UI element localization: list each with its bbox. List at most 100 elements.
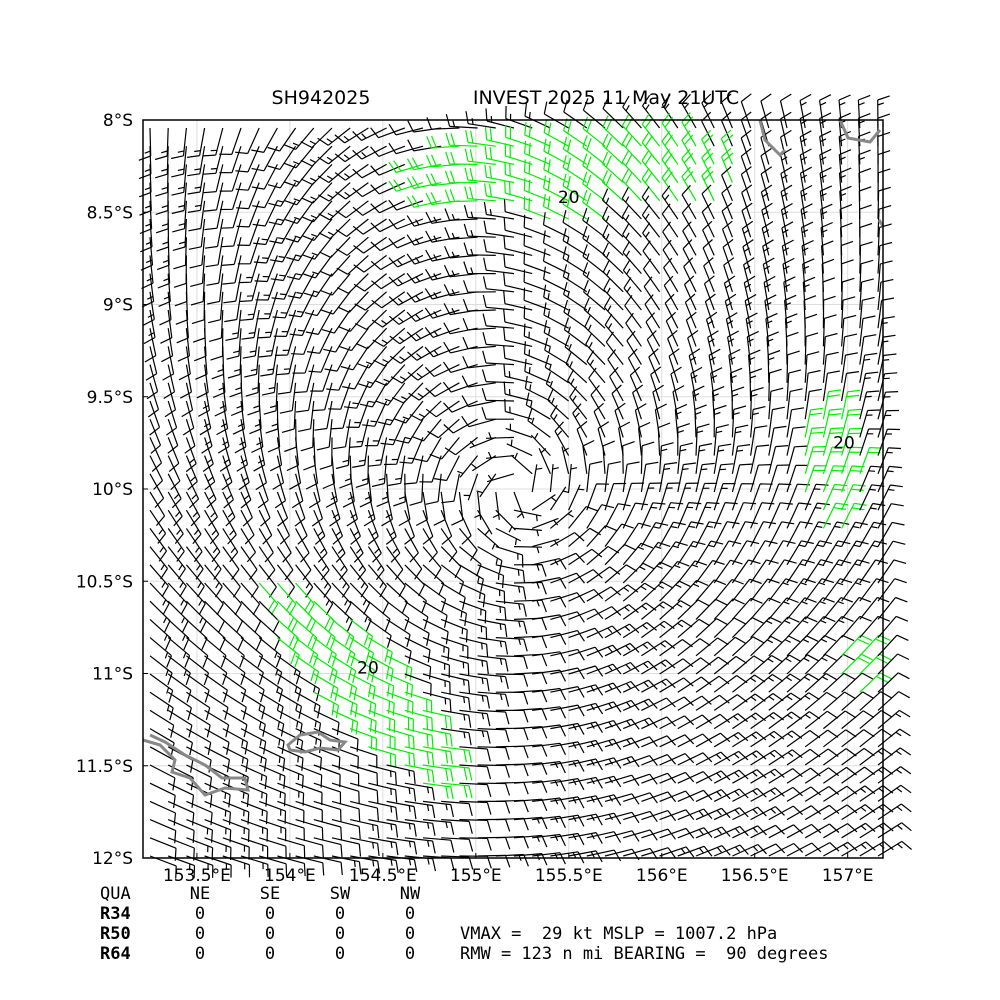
wind-barb: [422, 509, 434, 545]
wind-barb: [584, 315, 606, 347]
table-cell: 0: [335, 944, 345, 964]
wind-barb: [641, 697, 676, 711]
wind-barb: [390, 364, 424, 384]
wind-barb: [404, 691, 433, 714]
wind-barb: [819, 112, 832, 147]
wind-barb: [800, 184, 813, 220]
wind-barb: [314, 400, 333, 431]
wind-barb: [768, 692, 802, 711]
wind-barb: [523, 214, 551, 238]
wind-barb: [331, 837, 362, 857]
wind-barb: [661, 94, 679, 129]
wind-barb: [422, 564, 445, 596]
wind-barb: [819, 94, 832, 129]
wind-barb: [713, 636, 747, 657]
wind-barb: [281, 400, 297, 433]
wind-barb: [219, 127, 242, 155]
wind-barb: [380, 418, 406, 446]
wind-barb: [260, 346, 278, 377]
wind-barb: [477, 509, 493, 536]
wind-barb: [622, 679, 658, 693]
wind-barb: [440, 618, 468, 643]
wind-barb: [607, 349, 624, 384]
wind-barb: [317, 145, 351, 165]
wind-barb: [404, 819, 436, 836]
wind-barb: [477, 691, 510, 707]
wind-barb: [695, 502, 720, 529]
wind-barb: [622, 95, 642, 129]
wind-barb: [527, 408, 551, 438]
wind-barb: [368, 746, 397, 768]
wind-barb: [358, 364, 388, 389]
wind-barb: [804, 842, 840, 857]
wind-barb: [859, 390, 880, 420]
wind-barb: [823, 691, 856, 711]
wind-barb: [171, 182, 187, 215]
wind-barb: [163, 364, 176, 400]
wind-barb: [441, 764, 473, 781]
wind-barb: [172, 218, 187, 251]
wind-barb: [822, 597, 854, 620]
wind-barb: [337, 291, 369, 313]
wind-barb: [799, 130, 812, 165]
wind-barb: [804, 446, 826, 474]
wind-barb: [407, 345, 442, 361]
wind-barb: [303, 255, 333, 279]
wind-barb: [352, 127, 387, 141]
wind-barb: [503, 327, 533, 347]
wind-barb: [331, 655, 357, 684]
wind-barb: [462, 317, 496, 331]
wind-barb: [732, 655, 765, 675]
wind-barb: [877, 766, 912, 784]
stats-line: RMW = 123 n mi BEARING = 90 degrees: [460, 944, 828, 964]
wind-barb: [768, 635, 801, 657]
wind-barb: [477, 673, 509, 690]
wind-barb: [621, 205, 642, 238]
wind-barb: [762, 239, 774, 274]
wind-barb: [444, 170, 478, 184]
wind-barb: [144, 328, 157, 363]
wind-barb: [295, 655, 320, 684]
wind-barb: [662, 239, 679, 274]
wind-barb: [822, 578, 853, 602]
wind-barb: [641, 735, 676, 748]
wind-barb: [399, 437, 424, 464]
wind-barb: [209, 309, 224, 342]
wind-barb: [258, 582, 279, 616]
wind-barb: [203, 146, 224, 175]
wind-barb: [538, 447, 551, 475]
wind-barb: [623, 829, 658, 841]
wind-barb: [750, 673, 784, 693]
wind-barb: [317, 127, 351, 146]
wind-barb: [622, 522, 651, 547]
wind-barb: [441, 473, 460, 504]
wind-barb: [504, 143, 533, 165]
wind-barb: [722, 238, 734, 274]
wind-barb: [523, 233, 551, 256]
wind-barb: [149, 473, 165, 509]
wind-barb: [786, 616, 818, 639]
wind-barb: [331, 637, 356, 667]
wind-barb: [204, 618, 226, 651]
wind-barb: [780, 202, 793, 238]
wind-barb: [388, 179, 424, 192]
wind-barb: [350, 782, 379, 804]
wind-barb: [295, 582, 315, 616]
wind-barb: [703, 257, 715, 293]
wind-barb: [481, 369, 515, 384]
wind-barb: [543, 302, 569, 329]
wind-barb: [677, 482, 699, 511]
wind-barb: [822, 314, 837, 347]
wind-barb: [240, 528, 257, 563]
wind-barb: [300, 419, 315, 452]
wind-barb: [348, 419, 369, 448]
wind-barb: [459, 746, 491, 762]
wind-barb: [258, 618, 281, 651]
wind-barb: [524, 140, 551, 165]
wind-barb: [406, 195, 442, 208]
wind-barb: [661, 203, 679, 238]
wind-barb: [749, 368, 763, 402]
wind-barb: [582, 244, 606, 275]
wind-barb: [877, 784, 912, 802]
wind-barb: [568, 758, 603, 771]
